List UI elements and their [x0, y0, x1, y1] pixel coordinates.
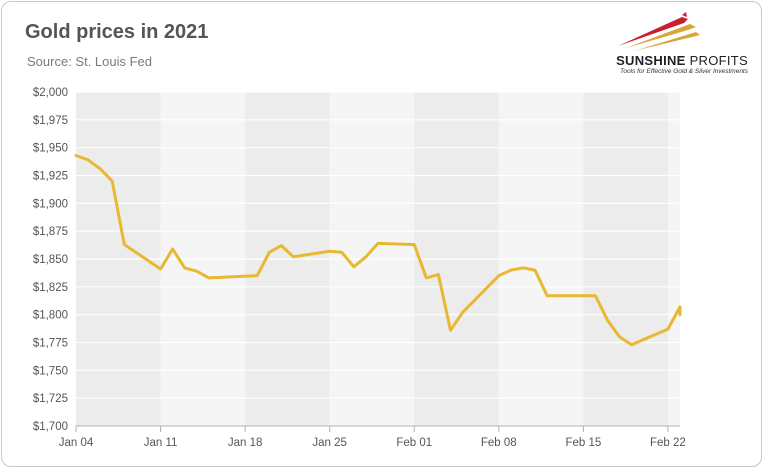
logo-tagline: Tools for Effective Gold & Silver Invest…: [619, 68, 748, 75]
y-axis-ticks: $1,700 $1,725 $1,750 $1,775 $1,800 $1,825 $1,8…: [33, 87, 68, 433]
data-point: [533, 268, 537, 272]
y-tick-label: $1,700: [33, 421, 68, 433]
data-point: [630, 343, 633, 346]
sunshine-profits-logo: SUNSHINE PROFITS Tools for Effective Gol…: [596, 12, 756, 82]
data-point: [437, 273, 440, 276]
y-tick-label: $1,775: [33, 338, 68, 350]
data-point: [352, 265, 356, 268]
data-point: [545, 294, 549, 297]
y-tick-label: $1,825: [33, 282, 68, 294]
y-tick-label: $1,950: [33, 143, 68, 155]
x-tick-label: Jan 25: [312, 437, 347, 449]
y-tick-label: $1,975: [33, 115, 68, 127]
y-tick-label: $1,800: [33, 310, 68, 322]
y-tick-label: $1,875: [33, 226, 68, 238]
data-point: [340, 251, 343, 254]
data-point: [509, 268, 513, 272]
data-point: [86, 158, 90, 162]
y-tick-label: $1,725: [33, 393, 68, 405]
data-point: [123, 243, 126, 246]
data-point: [195, 270, 198, 273]
x-tick-label: Feb 22: [650, 437, 686, 449]
data-point: [413, 243, 416, 246]
data-point: [171, 247, 174, 251]
data-point: [256, 274, 259, 277]
data-point: [98, 167, 102, 171]
logo-swoosh-icon: [618, 12, 700, 51]
y-tick-label: $2,000: [33, 87, 68, 99]
data-point: [666, 327, 670, 331]
data-point: [207, 276, 211, 280]
series-points: [74, 154, 682, 346]
data-point: [268, 251, 271, 254]
data-point: [111, 179, 114, 183]
logo-name-bold: SUNSHINE: [616, 53, 686, 68]
x-tick-label: Jan 11: [144, 437, 178, 449]
data-point: [606, 319, 609, 322]
data-point: [521, 266, 525, 270]
logo-name: SUNSHINE PROFITS: [596, 53, 748, 68]
x-tick-label: Feb 15: [565, 437, 601, 449]
data-point: [328, 250, 331, 253]
data-point: [618, 335, 621, 339]
chart-subtitle: Source: St. Louis Fed: [27, 54, 153, 69]
x-tick-label: Feb 01: [396, 437, 432, 449]
x-tick-label: Feb 08: [481, 437, 517, 449]
data-point: [449, 329, 452, 332]
data-point: [461, 311, 464, 314]
data-point: [183, 266, 186, 270]
data-point: [497, 274, 500, 277]
data-point: [376, 242, 380, 245]
y-tick-label: $1,750: [33, 365, 68, 377]
data-point: [364, 255, 368, 258]
x-tick-label: Jan 04: [59, 437, 94, 449]
y-tick-label: $1,925: [33, 171, 68, 183]
data-point: [280, 244, 283, 247]
x-axis-ticks: Jan 04 Jan 11 Jan 18 Jan 25 Feb 01 Feb 08 Feb …: [59, 426, 686, 449]
data-point: [292, 255, 295, 258]
data-point: [594, 294, 597, 297]
data-point: [159, 267, 162, 271]
chart-title: Gold prices in 2021: [25, 21, 209, 43]
logo-name-thin: PROFITS: [689, 53, 748, 68]
y-tick-label: $1,850: [33, 254, 68, 266]
data-point: [425, 276, 428, 280]
gold-price-series-line: [74, 154, 682, 347]
x-tick-label: Jan 18: [228, 437, 263, 449]
y-tick-label: $1,900: [33, 198, 68, 210]
data-point: [678, 305, 682, 309]
data-point: [74, 154, 78, 157]
